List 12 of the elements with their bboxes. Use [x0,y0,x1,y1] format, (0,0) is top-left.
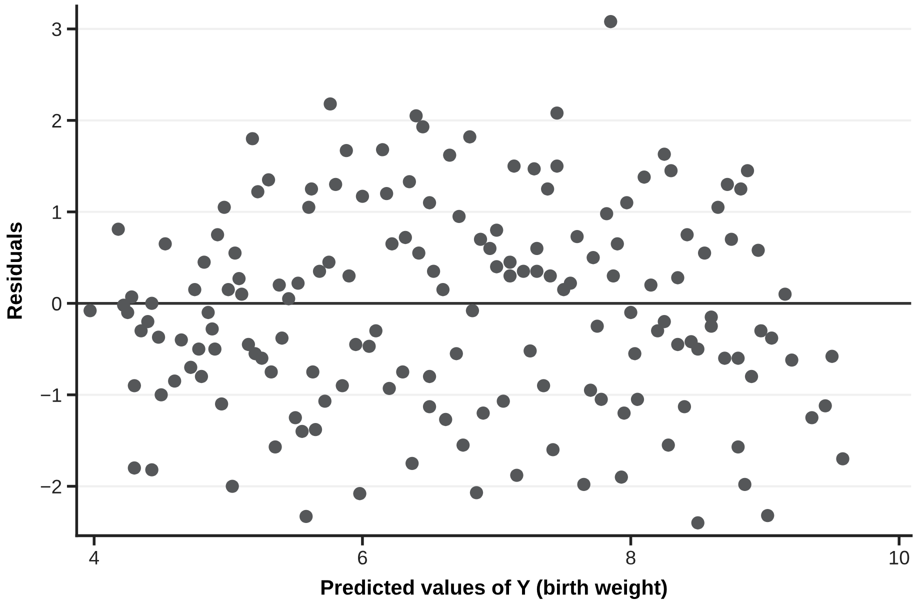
x-tick-label: 6 [358,550,368,565]
y-tick-label: −2 [40,480,62,494]
y-tick-label: 0 [52,296,62,311]
y-tick-label: 2 [52,114,62,128]
x-axis-title: Predicted values of Y (birth weight) [321,580,667,600]
y-tick-label: 1 [52,206,62,219]
x-tick-label: 10 [890,550,910,565]
y-axis-title: Residuals [6,222,22,319]
y-tick-label: −1 [40,388,62,402]
x-tick-label: 8 [626,550,636,565]
y-tick-label: 3 [52,22,62,36]
x-tick-label: 4 [89,550,99,564]
